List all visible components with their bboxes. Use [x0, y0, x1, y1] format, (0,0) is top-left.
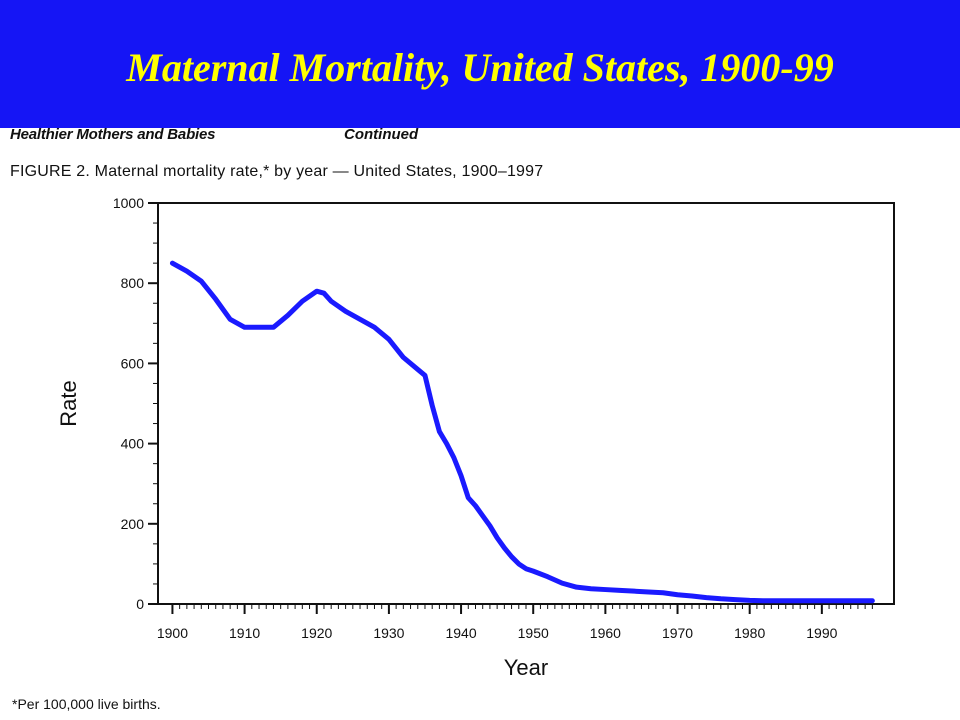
y-tick-label: 1000: [113, 195, 144, 211]
y-axis-label: Rate: [56, 380, 81, 426]
title-banner: [0, 0, 960, 128]
x-tick-label: 1990: [806, 625, 837, 641]
figure-caption: FIGURE 2. Maternal mortality rate,* by y…: [10, 163, 544, 180]
y-tick-label: 200: [121, 516, 145, 532]
x-axis-label: Year: [504, 655, 548, 680]
y-tick-label: 600: [121, 355, 145, 371]
slide-title: Maternal Mortality, United States, 1900-…: [126, 45, 834, 90]
y-tick-label: 400: [121, 436, 145, 452]
y-tick-label: 0: [136, 596, 144, 612]
plot-frame: [157, 202, 895, 605]
x-tick-label: 1930: [373, 625, 404, 641]
x-tick-label: 1950: [518, 625, 549, 641]
x-tick-label: 1940: [445, 625, 476, 641]
x-tick-label: 1970: [662, 625, 693, 641]
maternal-mortality-line: [169, 260, 875, 604]
footnote: *Per 100,000 live births.: [12, 696, 161, 712]
continued-label: Continued: [344, 126, 419, 143]
x-tick-label: 1910: [229, 625, 260, 641]
x-tick-label: 1900: [157, 625, 188, 641]
y-tick-label: 800: [121, 275, 145, 291]
x-tick-label: 1960: [590, 625, 621, 641]
x-tick-label: 1980: [734, 625, 765, 641]
chart-layer: 0 200 400 600 800 1000 1900 1910 1920 1930 1940 195…: [56, 195, 895, 680]
report-header-label: Healthier Mothers and Babies: [10, 126, 216, 143]
x-tick-label: 1920: [301, 625, 332, 641]
